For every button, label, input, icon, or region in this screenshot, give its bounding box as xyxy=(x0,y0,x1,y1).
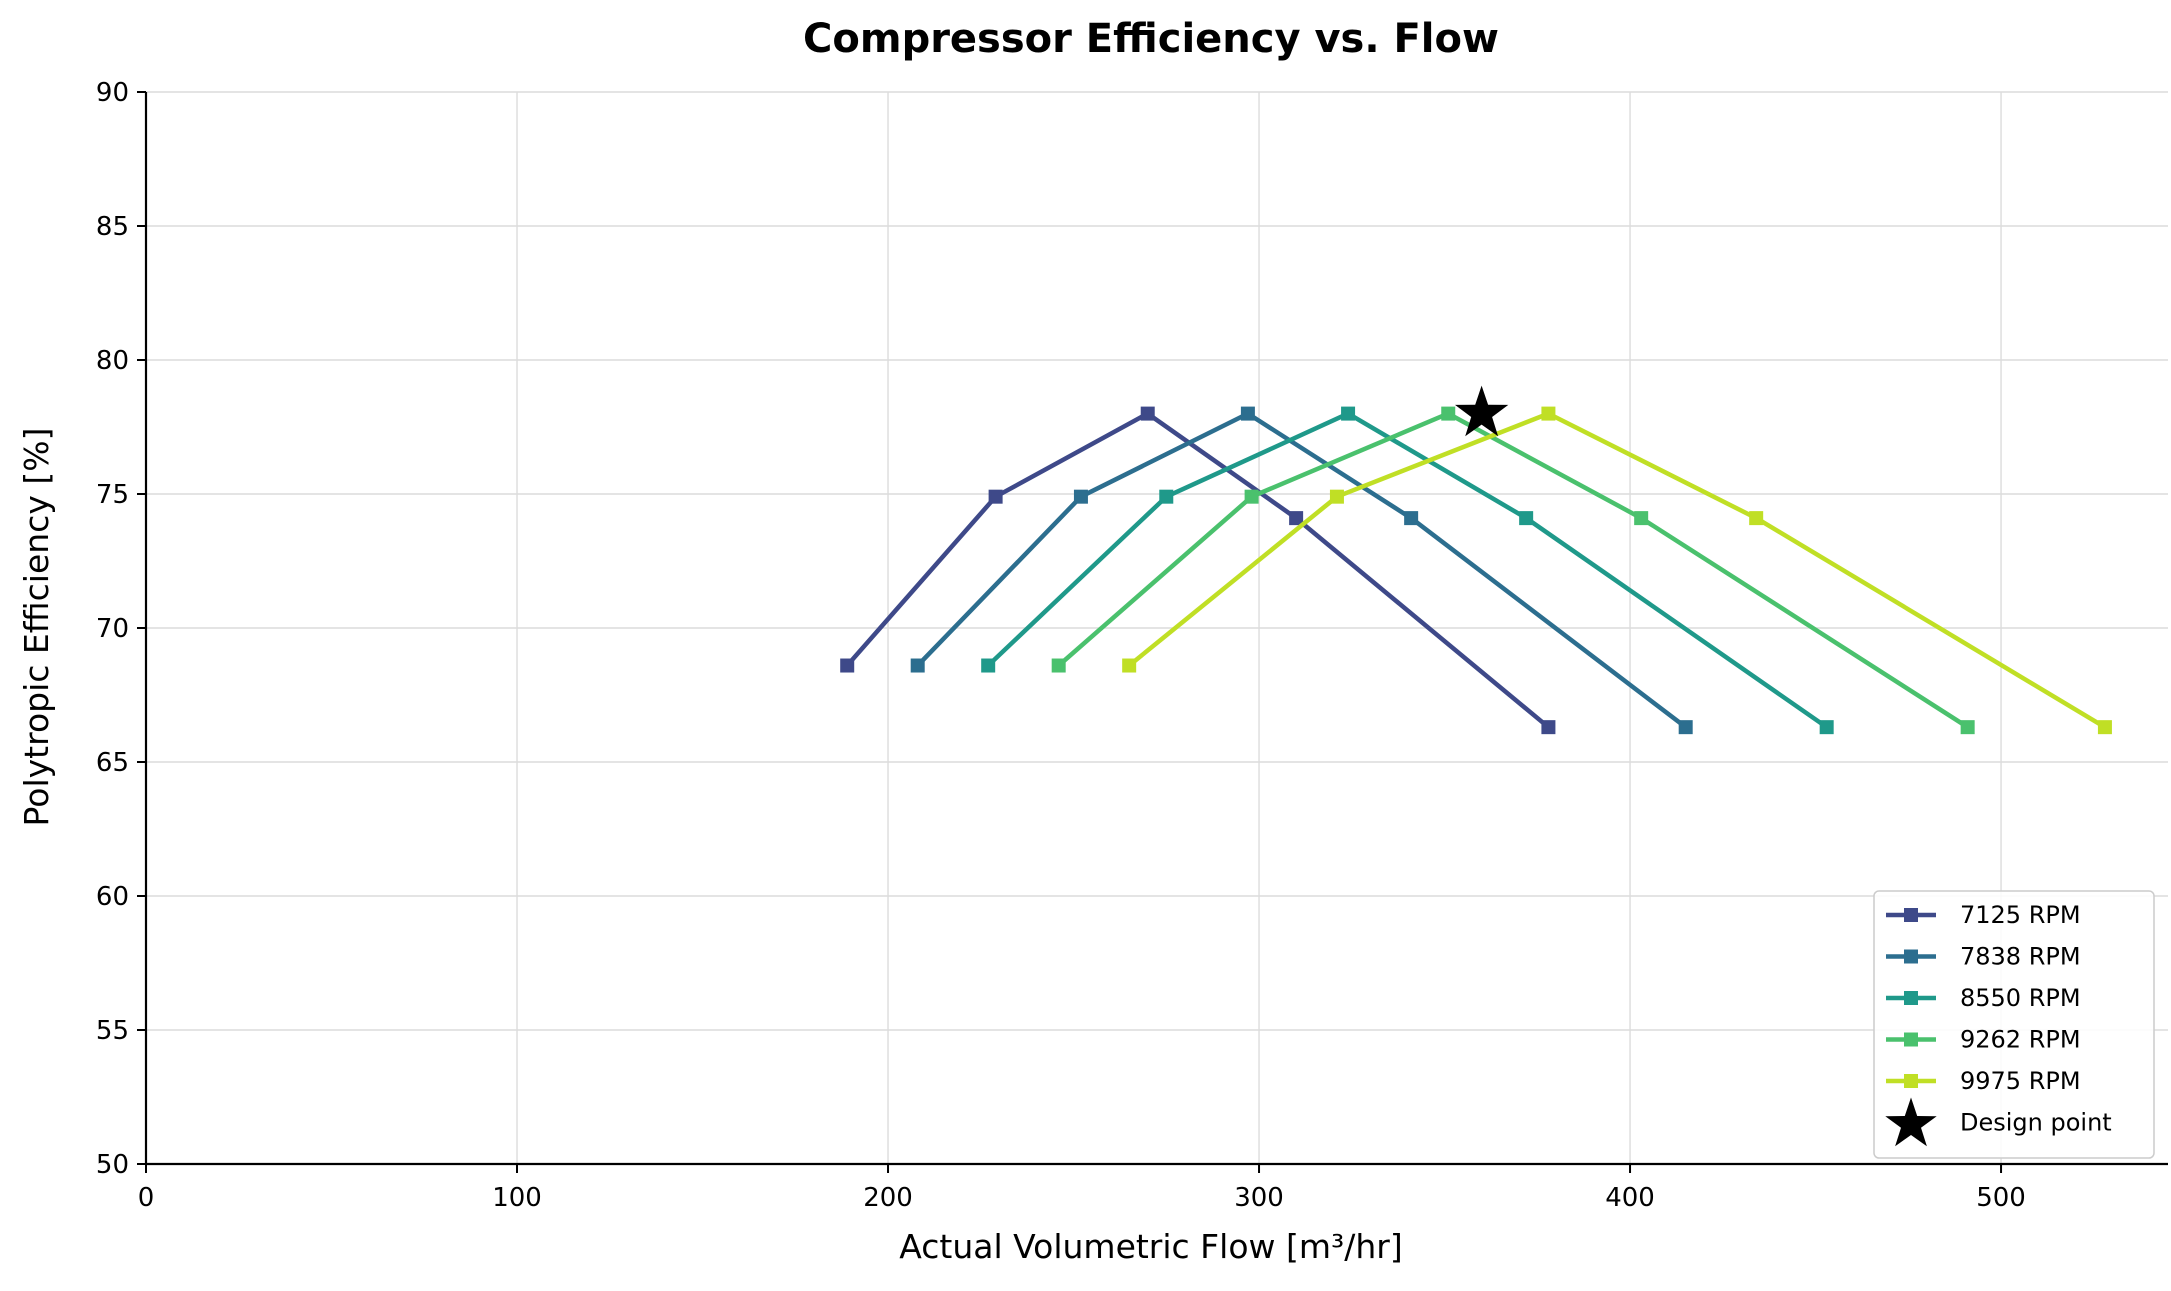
legend-label: 9975 RPM xyxy=(1960,1067,2081,1095)
data-point xyxy=(1441,406,1456,421)
data-point xyxy=(1073,489,1088,504)
data-point xyxy=(1159,489,1174,504)
x-tick-label: 300 xyxy=(1234,1183,1284,1213)
data-point xyxy=(1541,720,1556,735)
y-tick-label: 80 xyxy=(96,346,129,376)
data-point xyxy=(1244,489,1259,504)
legend-marker xyxy=(1904,1032,1918,1047)
data-point xyxy=(1341,406,1356,421)
legend-marker xyxy=(1904,991,1918,1005)
y-tick-label: 55 xyxy=(96,1016,129,1046)
data-point xyxy=(1749,511,1764,526)
data-point xyxy=(1519,511,1534,526)
series-line xyxy=(845,411,1550,729)
legend: 7125 RPM 7838 RPM 8550 RPM 9262 RPM 9975 RPM… xyxy=(1873,890,2155,1159)
data-point xyxy=(1819,720,1834,735)
data-point xyxy=(2097,720,2112,735)
series-line xyxy=(916,411,1688,729)
data-point xyxy=(1634,511,1649,526)
data-point xyxy=(1678,720,1693,735)
y-tick-label: 90 xyxy=(96,78,129,108)
legend-label: 7838 RPM xyxy=(1960,943,2081,971)
x-tick-label: 500 xyxy=(1976,1183,2026,1213)
series-line xyxy=(986,411,1828,730)
data-point xyxy=(1404,511,1419,526)
data-point xyxy=(1051,658,1066,673)
axes: 0 100 200 300 400 500 50 55 60 65 70 75 80 85 90 xyxy=(96,78,2168,1213)
x-tick-label: 0 xyxy=(138,1183,155,1213)
data-point xyxy=(1240,406,1255,421)
y-axis-label: Polytropic Efficiency [%] xyxy=(17,428,56,827)
design-point-marker xyxy=(1455,385,1509,437)
data-point xyxy=(988,489,1003,504)
legend-label: 8550 RPM xyxy=(1960,984,2081,1012)
legend-marker xyxy=(1904,908,1918,922)
data-point xyxy=(1960,720,1975,735)
legend-box xyxy=(1873,890,2155,1159)
legend-label: Design point xyxy=(1960,1109,2112,1137)
data-point xyxy=(1289,511,1304,526)
legend-marker xyxy=(1904,949,1918,964)
chart-title: Compressor Efficiency vs. Flow xyxy=(803,16,1499,62)
y-tick-label: 85 xyxy=(96,212,129,242)
x-axis-label: Actual Volumetric Flow [m³/hr] xyxy=(899,1227,1402,1266)
data-point xyxy=(1140,406,1155,421)
data-point xyxy=(910,658,925,673)
grid xyxy=(145,91,2168,1165)
legend-star-icon xyxy=(1885,1097,1937,1147)
y-tick-label: 50 xyxy=(96,1150,129,1180)
series-line xyxy=(1057,411,1969,730)
legend-marker xyxy=(1904,1074,1918,1088)
y-tick-label: 60 xyxy=(96,882,129,912)
legend-label: 9262 RPM xyxy=(1960,1026,2081,1054)
y-tick-label: 70 xyxy=(96,614,129,644)
plot-area xyxy=(840,385,2112,735)
data-point xyxy=(1329,489,1344,504)
data-point xyxy=(1541,406,1556,421)
data-point xyxy=(840,658,855,673)
legend-label: 7125 RPM xyxy=(1960,901,2081,929)
y-tick-label: 65 xyxy=(96,748,129,778)
x-tick-label: 400 xyxy=(1605,1183,1655,1213)
data-point xyxy=(981,658,996,673)
y-tick-label: 75 xyxy=(96,480,129,510)
x-tick-label: 100 xyxy=(492,1183,542,1213)
data-point xyxy=(1122,658,1137,673)
series-line xyxy=(1127,411,2107,730)
x-tick-label: 200 xyxy=(863,1183,913,1213)
